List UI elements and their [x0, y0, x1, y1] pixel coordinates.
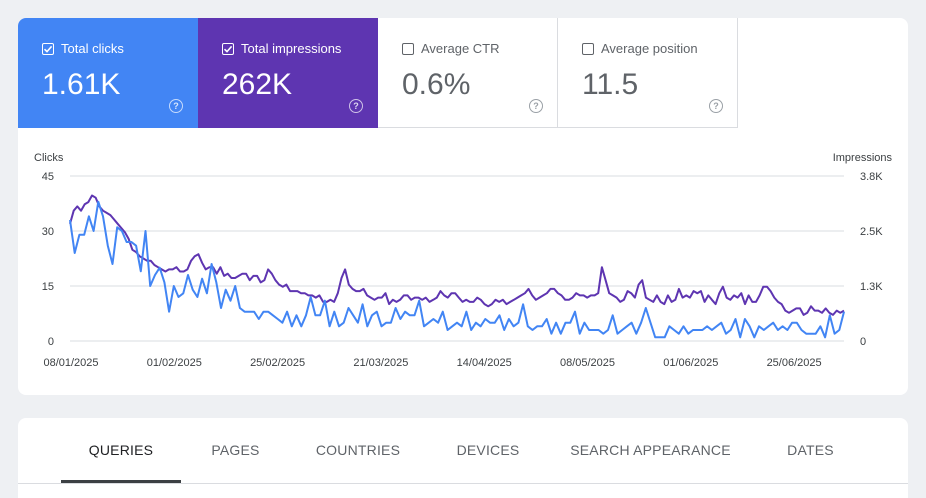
y-axis-left-title: Clicks [34, 152, 64, 164]
metric-value: 262K [222, 68, 293, 101]
metric-label: Average position [601, 41, 698, 56]
metric-label: Total impressions [241, 41, 342, 56]
help-icon[interactable]: ? [709, 99, 723, 113]
y-left-tick-label: 45 [42, 171, 54, 183]
checkbox-checked-icon[interactable] [42, 43, 54, 55]
y-right-tick-label: 0 [860, 336, 866, 348]
x-tick-label: 08/01/2025 [43, 357, 98, 369]
tab-pages[interactable]: PAGES [211, 442, 260, 458]
performance-card: Total clicks 1.61K ? Total impressions 2… [18, 18, 908, 395]
x-tick-label: 01/06/2025 [663, 357, 718, 369]
y-right-tick-label: 1.3K [860, 281, 883, 293]
tab-dates[interactable]: DATES [787, 442, 834, 458]
tab-search-appearance[interactable]: SEARCH APPEARANCE [570, 442, 731, 458]
metric-label: Total clicks [61, 41, 124, 56]
x-tick-label: 14/04/2025 [457, 357, 512, 369]
metric-value: 1.61K [42, 68, 121, 101]
metric-value: 0.6% [402, 68, 471, 101]
y-left-tick-label: 15 [42, 281, 54, 293]
performance-chart[interactable]: 45 3.8K 30 2.5K 15 1.3K 0 0 08/01/2025 01/02/2025… [18, 18, 908, 395]
help-icon[interactable]: ? [169, 99, 183, 113]
y-left-tick-label: 0 [48, 336, 54, 348]
y-axis-right-title: Impressions [832, 152, 892, 164]
metric-average-position[interactable]: Average position 11.5 ? [558, 18, 738, 128]
metric-value: 11.5 [582, 68, 639, 101]
x-tick-label: 25/02/2025 [250, 357, 305, 369]
x-tick-label: 21/03/2025 [353, 357, 408, 369]
y-left-tick-label: 30 [42, 226, 54, 238]
x-tick-label: 08/05/2025 [560, 357, 615, 369]
metric-total-clicks[interactable]: Total clicks 1.61K ? [18, 18, 198, 128]
checkbox-checked-icon[interactable] [222, 43, 234, 55]
tab-devices[interactable]: DEVICES [456, 442, 520, 458]
clicks-series-line [69, 200, 845, 339]
x-tick-label: 01/02/2025 [147, 357, 202, 369]
y-right-tick-label: 2.5K [860, 226, 883, 238]
checkbox-unchecked-icon[interactable] [402, 43, 414, 55]
tab-queries[interactable]: QUERIES [88, 442, 154, 458]
metric-total-impressions[interactable]: Total impressions 262K ? [198, 18, 378, 128]
help-icon[interactable]: ? [529, 99, 543, 113]
impressions-series-line [69, 194, 845, 316]
dimension-tabs-card: QUERIES PAGES COUNTRIES DEVICES SEARCH A… [18, 418, 908, 498]
x-tick-label: 25/06/2025 [767, 357, 822, 369]
y-right-tick-label: 3.8K [860, 171, 883, 183]
metric-label: Average CTR [421, 41, 500, 56]
tabs-divider [18, 483, 908, 484]
tab-countries[interactable]: COUNTRIES [315, 442, 401, 458]
help-icon[interactable]: ? [349, 99, 363, 113]
active-tab-indicator [61, 480, 181, 483]
checkbox-unchecked-icon[interactable] [582, 43, 594, 55]
metric-cards: Total clicks 1.61K ? Total impressions 2… [18, 18, 738, 128]
metric-average-ctr[interactable]: Average CTR 0.6% ? [378, 18, 558, 128]
